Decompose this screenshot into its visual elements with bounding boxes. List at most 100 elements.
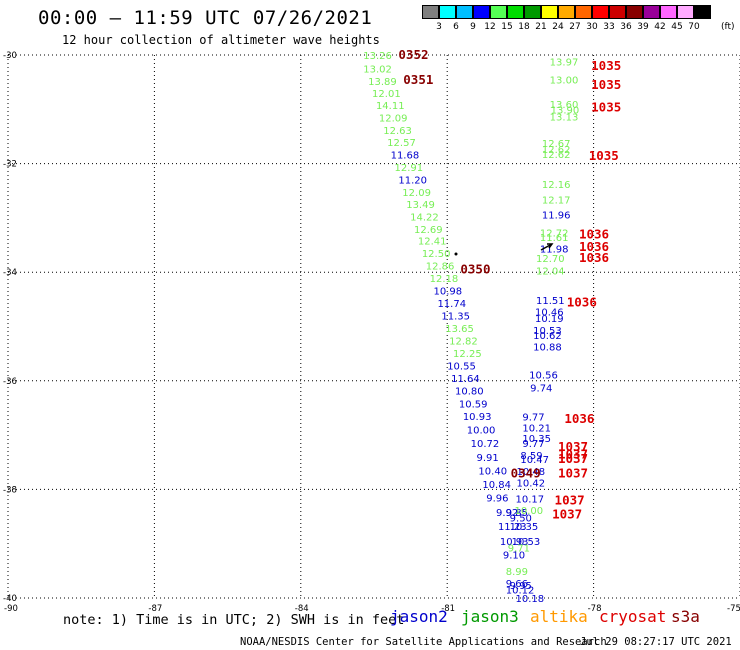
wave-height-label: 12.82	[449, 337, 478, 348]
wave-height-label: 10.72	[471, 439, 500, 450]
wave-height-label: 10.59	[459, 400, 488, 411]
pass-time-label: 1035	[591, 77, 621, 92]
wave-height-label: 12.67	[542, 139, 571, 150]
direction-arrow-icon	[540, 243, 554, 251]
wave-height-label: 10.12	[506, 585, 535, 596]
y-tick-label: -36	[3, 377, 17, 387]
color-scale-label: 21	[535, 22, 547, 32]
color-scale-label: 6	[453, 22, 459, 32]
wave-height-label: 11.23	[498, 522, 527, 533]
plot-grid	[7, 54, 740, 599]
color-scale-label: 39	[637, 22, 649, 32]
wave-height-label: 12.04	[536, 267, 565, 278]
color-scale-swatch	[626, 5, 643, 19]
wave-height-label: 12.17	[542, 195, 571, 206]
pass-time-label: 1037	[558, 466, 588, 481]
wave-height-label: 10.18	[516, 594, 545, 605]
wave-height-label: 12.63	[383, 126, 412, 137]
color-scale-swatch	[677, 5, 694, 19]
wave-height-label: 9.95	[510, 581, 532, 592]
color-scale-swatch	[592, 5, 609, 19]
x-tick-labels: -90 -87 -84 -81 -78 -75	[4, 604, 740, 614]
wave-height-label: 12.25	[453, 349, 482, 360]
wave-height-label: 10.88	[533, 343, 562, 354]
wave-height-label: 13.60	[550, 100, 579, 111]
color-scale-label: 42	[654, 22, 666, 32]
wave-height-label: 12.09	[379, 113, 408, 124]
satellite-legend-item: jason3	[461, 607, 519, 626]
pass-time-label: 1036	[579, 250, 609, 265]
wave-height-label: 10.53	[533, 326, 562, 337]
color-scale-swatch	[422, 5, 439, 19]
color-scale-swatch	[507, 5, 524, 19]
wave-height-label: 10.35	[522, 434, 551, 445]
chart-title: 00:00 – 11:59 UTC 07/26/2021	[38, 7, 373, 29]
wave-height-label: 13.49	[406, 200, 435, 211]
wave-height-label: 9.77	[522, 439, 544, 450]
wave-height-label: 12.50	[422, 249, 451, 260]
wave-height-label: 9.77	[522, 413, 544, 424]
footnote: note: 1) Time is in UTC; 2) SWH is in fe…	[63, 612, 405, 628]
color-scale-swatch	[541, 5, 558, 19]
color-scale-label: 12	[484, 22, 496, 32]
wave-height-label: 11.64	[451, 374, 480, 385]
wave-height-label: 12.70	[536, 254, 565, 265]
pass-time-label: 1035	[591, 100, 621, 115]
wave-height-label: 13.26	[363, 51, 392, 62]
wave-height-label: 10.00	[515, 506, 544, 517]
wave-height-label: 12.16	[542, 180, 571, 191]
pass-time-label: 1037	[552, 506, 582, 521]
wave-height-label: 12.01	[372, 89, 401, 100]
pass-time-label: 1035	[589, 148, 619, 163]
y-tick-label: -32	[3, 160, 17, 170]
wave-height-label: 11.98	[540, 244, 569, 255]
wave-height-label: 10.19	[535, 314, 564, 325]
y-tick-labels: -30 -32 -34 -36 -38 -40	[3, 51, 17, 604]
x-tick-label: -84	[295, 604, 309, 614]
wave-height-label: 10.17	[516, 495, 545, 506]
wave-height-label: 8.59	[520, 451, 542, 462]
color-scale-label: 24	[552, 22, 564, 32]
wave-height-label: 11.61	[540, 233, 569, 244]
x-tick-label: -90	[4, 604, 18, 614]
wave-height-label: 9.10	[503, 551, 525, 562]
wave-height-label: 9.96	[486, 494, 508, 505]
wave-height-label: 12.18	[430, 274, 459, 285]
pass-time-label: 0349	[511, 466, 541, 481]
y-tick-label: -38	[3, 485, 17, 495]
satellite-legend-item: altika	[530, 607, 588, 626]
pass-time-label: 1037	[558, 451, 588, 466]
wave-height-label: 13.89	[368, 77, 397, 88]
wave-height-label: 10.55	[447, 362, 476, 373]
wave-height-label: 12.41	[418, 237, 447, 248]
wave-height-label: 10.93	[500, 537, 529, 548]
wave-height-label: 9.50	[510, 514, 532, 525]
pass-time-label: 1036	[567, 295, 597, 310]
y-tick-label: -30	[3, 51, 17, 61]
satellite-legend-item: s3a	[671, 607, 700, 626]
chart-subtitle: 12 hour collection of altimeter wave hei…	[62, 33, 380, 47]
wave-height-label: 10.93	[463, 412, 492, 423]
wave-height-label: 11.20	[398, 175, 427, 186]
wave-height-label: 10.00	[467, 426, 496, 437]
wave-height-label: 10.53	[512, 537, 541, 548]
y-tick-label: -34	[3, 268, 17, 278]
wave-height-label: 13.65	[445, 324, 474, 335]
wave-height-label: 10.56	[529, 370, 558, 381]
pass-time-label: 1037	[558, 447, 588, 462]
color-scale-swatch	[643, 5, 660, 19]
wave-height-label: 12.86	[426, 262, 455, 273]
color-scale-swatch	[456, 5, 473, 19]
color-scale-swatch	[558, 5, 575, 19]
pass-time-label: 0350	[460, 261, 490, 276]
color-scale-swatch	[575, 5, 592, 19]
satellite-legend-item: jason2	[390, 607, 448, 626]
x-tick-label: -75	[727, 604, 740, 614]
pass-time-label: 1036	[564, 411, 594, 426]
color-scale-swatch	[473, 5, 490, 19]
color-scale-label: 45	[671, 22, 683, 32]
wave-height-label: 10.35	[510, 522, 539, 533]
wave-height-label: 10.46	[535, 307, 564, 318]
wave-height-label: 12.62	[542, 145, 571, 156]
